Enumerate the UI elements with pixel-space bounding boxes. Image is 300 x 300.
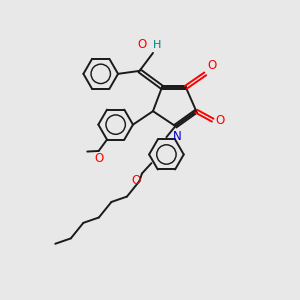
Text: O: O <box>215 114 224 127</box>
Text: N: N <box>172 130 181 143</box>
Text: O: O <box>131 174 140 187</box>
Text: O: O <box>208 59 217 72</box>
Text: O: O <box>94 152 103 166</box>
Text: O: O <box>137 38 146 52</box>
Text: H: H <box>153 40 161 50</box>
